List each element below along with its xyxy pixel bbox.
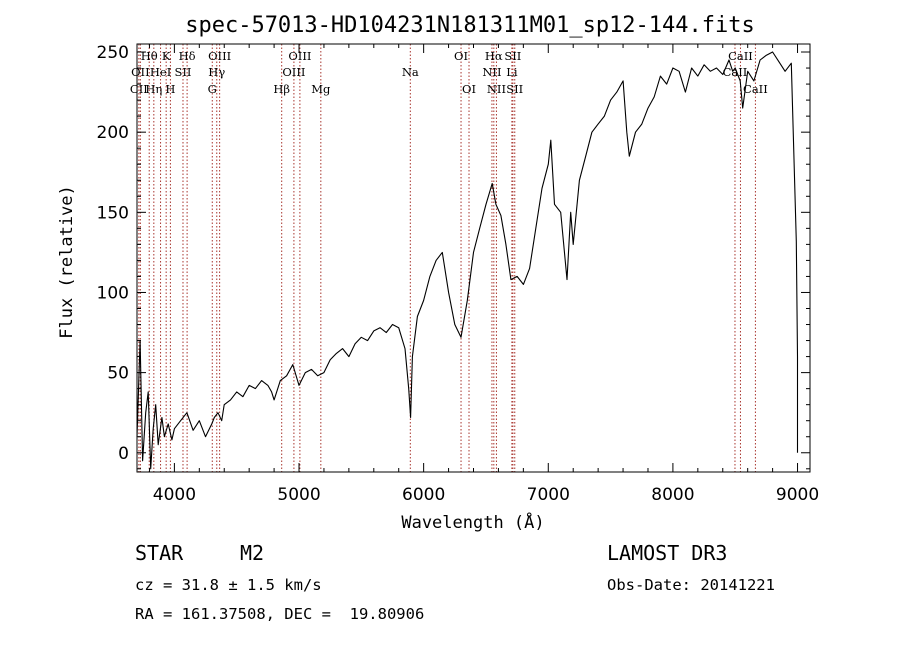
line-marker-label-12: OIII	[288, 49, 311, 63]
line-marker-label-23: NII	[487, 82, 506, 96]
line-marker-label-11: G	[208, 82, 217, 96]
line-marker-label-7: SII	[175, 65, 192, 79]
line-marker-label-1: OII	[131, 65, 150, 79]
x-tick-label-0: 4000	[153, 485, 196, 505]
flux-series	[136, 51, 799, 470]
plot-frame	[136, 43, 811, 473]
y-tick-label-5: 250	[97, 43, 129, 63]
object-class: STAR	[135, 541, 184, 565]
x-tick-label-4: 8000	[651, 485, 694, 505]
y-axis-label: Flux (relative)	[57, 185, 77, 339]
y-tick-label-1: 50	[107, 364, 129, 384]
x-tick-label-2: 6000	[402, 485, 445, 505]
line-marker-label-8: H	[165, 82, 175, 96]
redshift-cz: cz = 31.8 ± 1.5 km/s	[135, 576, 322, 594]
line-marker-label-22: Li	[506, 65, 518, 79]
line-marker-label-0: Hθ	[141, 49, 158, 63]
line-marker-label-3: K	[162, 49, 171, 63]
line-marker-label-9: OIII	[208, 49, 231, 63]
line-marker-label-2: CII	[130, 82, 148, 96]
line-marker-label-21: NII	[482, 65, 501, 79]
line-marker-label-16: Na	[402, 65, 419, 79]
line-marker-label-13: OIII	[282, 65, 305, 79]
y-tick-label-0: 0	[118, 444, 129, 464]
y-axis-ticks: 0 50 100 150 200 250	[97, 43, 810, 470]
line-marker-label-17: OI	[454, 49, 468, 63]
x-axis-label: Wavelength (Å)	[401, 511, 544, 533]
line-marker-label-6: Hδ	[179, 49, 196, 63]
x-axis-ticks: 4000 5000 6000 7000 8000 9000	[148, 44, 819, 505]
object-subclass: M2	[240, 541, 264, 565]
line-marker-label-24: SII	[506, 82, 523, 96]
line-marker-label-15: Mg	[311, 82, 331, 96]
survey-name: LAMOST DR3	[607, 541, 727, 565]
line-marker-label-27: CaII	[743, 82, 768, 96]
x-tick-label-5: 9000	[776, 485, 819, 505]
line-markers	[138, 44, 756, 472]
y-tick-label-4: 200	[97, 123, 129, 143]
line-marker-label-25: CaII	[728, 49, 753, 63]
x-tick-label-3: 7000	[527, 485, 570, 505]
obs-date: Obs-Date: 20141221	[607, 576, 775, 594]
line-marker-label-10: Hγ	[208, 65, 225, 79]
line-marker-label-14: Hβ	[273, 82, 290, 96]
line-marker-label-5: Hη	[145, 82, 162, 96]
coordinates: RA = 161.37508, DEC = 19.80906	[135, 605, 424, 623]
line-marker-label-26: CaII	[723, 65, 748, 79]
x-tick-label-1: 5000	[277, 485, 320, 505]
series-line-flux	[136, 51, 799, 470]
chart-title: spec-57013-HD104231N181311M01_sp12-144.f…	[185, 13, 755, 38]
y-tick-label-3: 150	[97, 203, 129, 223]
y-tick-label-2: 100	[97, 283, 129, 303]
line-marker-label-18: OI	[462, 82, 476, 96]
line-marker-label-4: HeI	[150, 65, 171, 79]
line-marker-label-19: Hα	[485, 49, 503, 63]
line-marker-label-20: SII	[504, 49, 521, 63]
